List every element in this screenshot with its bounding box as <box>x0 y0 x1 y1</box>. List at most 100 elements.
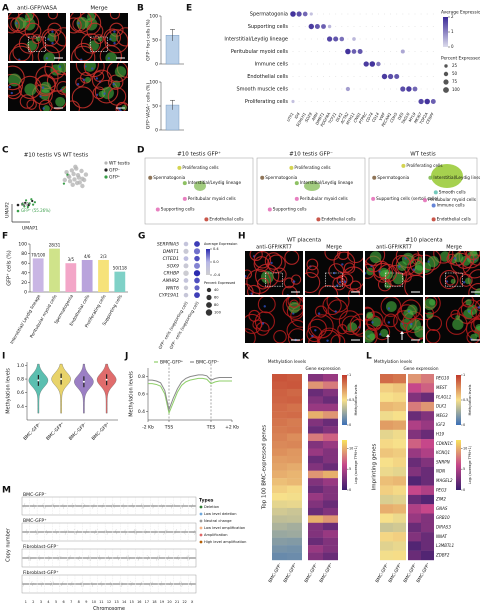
legend-label: WT testis <box>109 161 131 167</box>
grid-dot <box>414 13 416 15</box>
noise-dot <box>77 559 79 560</box>
nucleus <box>387 307 391 310</box>
noise-dot <box>22 585 24 586</box>
grid-dot <box>353 88 355 90</box>
gene-label: MKI67 <box>413 111 423 124</box>
nucleus <box>42 107 45 110</box>
noise-dot <box>77 529 78 531</box>
grid-dot <box>414 26 416 27</box>
legend-tick: 75 <box>452 79 458 84</box>
noise-dot <box>100 581 102 583</box>
gene-label: NNAT <box>436 534 447 539</box>
track-label: Fibroblast-GFP⁻ <box>23 544 59 550</box>
note: GFP⁺ (55.26%) <box>21 208 51 213</box>
dot <box>308 23 315 30</box>
x-axis-label: UMAP1 <box>22 226 38 232</box>
noise-dot <box>27 556 29 558</box>
gfp-signal <box>397 261 408 272</box>
heat-cell <box>323 440 338 449</box>
noise-dot <box>150 504 151 506</box>
grid-dot <box>426 26 428 27</box>
noise-dot <box>144 530 146 531</box>
y-tick-label: 0.4 <box>138 409 145 415</box>
cluster-label: Spermatogonia <box>265 175 297 180</box>
tubule <box>341 266 363 290</box>
legend-dot <box>205 309 213 316</box>
tubule <box>397 304 417 324</box>
micrograph <box>8 63 66 111</box>
gene-label: CNN1 <box>352 112 362 124</box>
label: Merge <box>90 6 108 12</box>
noise-dot <box>71 582 73 584</box>
grid-dot <box>377 101 379 102</box>
legend-label: BMC-GFP⁻ <box>196 360 220 366</box>
noise-dot <box>33 507 35 509</box>
grid-dot <box>414 63 416 65</box>
noise-dot <box>110 585 112 586</box>
noise-dot <box>132 503 134 504</box>
noise-dot <box>31 585 33 587</box>
zoom-box <box>27 36 46 52</box>
x-tick-label: 19 <box>160 600 164 604</box>
grid-dot <box>292 76 294 77</box>
panel-letter: A <box>2 4 9 14</box>
noise-dot <box>152 506 154 508</box>
heat-cell <box>380 411 393 421</box>
y-tick-label: 60 <box>21 261 27 267</box>
cluster-blob <box>431 217 436 222</box>
tubule <box>365 311 384 330</box>
heat-cell <box>323 522 338 531</box>
gene-label: SOX9 <box>304 111 314 123</box>
point <box>81 177 87 183</box>
gene-label: SNRPN <box>436 459 450 464</box>
heat-cell <box>408 457 421 468</box>
dot <box>376 61 381 67</box>
micrograph <box>425 251 480 295</box>
noise-dot <box>160 582 162 583</box>
tubule <box>468 283 480 295</box>
noise-dot <box>161 507 163 508</box>
grid-dot <box>384 101 385 102</box>
noise-dot <box>170 581 172 583</box>
noise-dot <box>141 581 142 583</box>
panel-letter: E <box>186 4 192 14</box>
nucleus <box>407 310 411 313</box>
tubule <box>340 273 354 287</box>
tubule <box>75 63 99 76</box>
gfp-signal <box>453 252 464 263</box>
row-label: Peritubular myoid cells <box>231 49 289 55</box>
gfp-signal <box>40 81 52 93</box>
noise-dot <box>183 503 184 505</box>
noise-dot <box>117 556 118 557</box>
grid-dot <box>310 88 312 90</box>
y-tick-label: 100 <box>149 14 158 20</box>
nucleus <box>82 78 86 81</box>
cluster-blob <box>289 165 294 170</box>
noise-dot <box>67 530 69 531</box>
noise-dot <box>179 582 181 583</box>
noise-dot <box>65 533 66 534</box>
gene-label: PTPRC <box>358 111 369 124</box>
noise-dot <box>112 584 114 586</box>
noise-dot <box>159 555 161 556</box>
grid-dot <box>304 88 306 90</box>
legend-tick: 0 <box>349 488 351 492</box>
heat-cell <box>380 401 393 412</box>
heat-cell <box>380 485 393 496</box>
noise-dot <box>130 584 132 586</box>
tubule <box>273 329 287 343</box>
noise-dot <box>101 584 103 586</box>
noise-dot <box>63 507 65 508</box>
noise-dot <box>82 503 84 504</box>
tubule <box>450 309 461 320</box>
grid-dot <box>408 101 410 102</box>
noise-dot <box>35 534 37 535</box>
cluster-blob <box>204 217 209 222</box>
panel-title: #10 testis GFP⁺ <box>177 151 221 158</box>
gene-label: MEST <box>436 385 448 390</box>
noise-dot <box>122 582 124 584</box>
cluster-label: Proliferating cells <box>294 165 330 170</box>
dot <box>290 11 296 17</box>
grid-dot <box>359 26 361 27</box>
nucleus <box>45 57 49 60</box>
